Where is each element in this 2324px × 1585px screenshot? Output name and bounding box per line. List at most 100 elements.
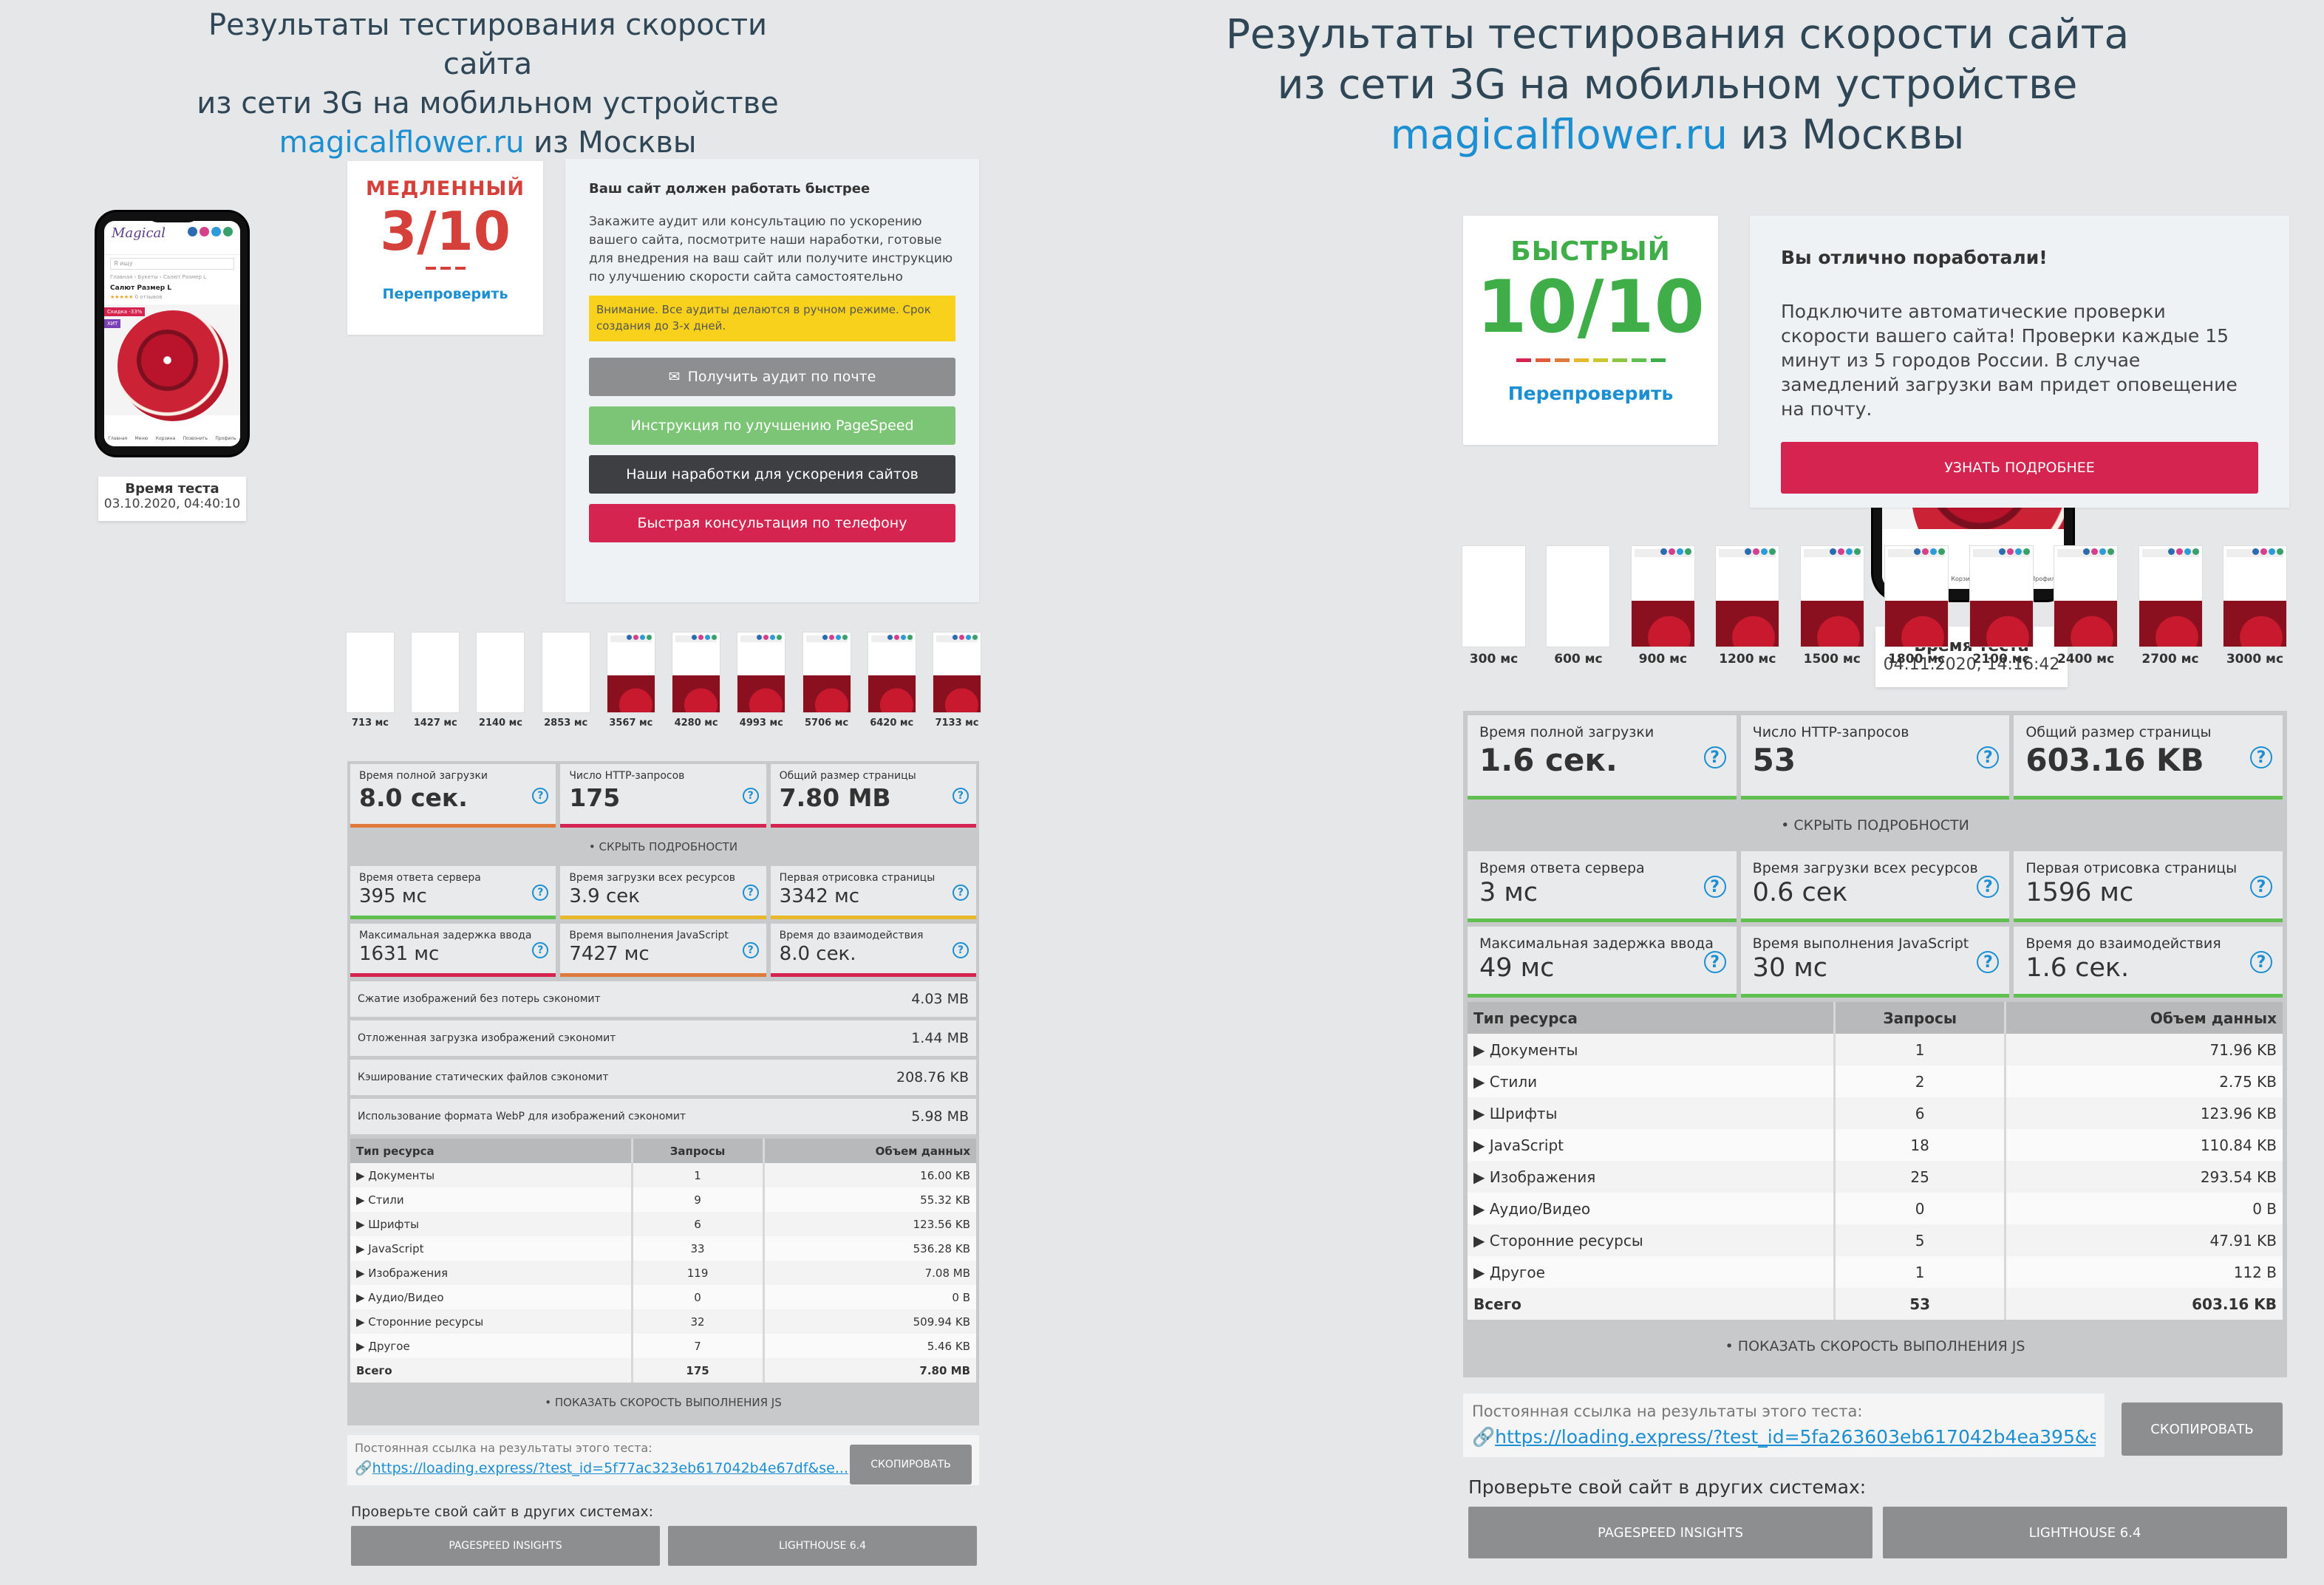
table-cell: 25 — [1834, 1161, 2007, 1193]
help-icon[interactable]: ? — [952, 788, 969, 804]
page-title: Результаты тестирования скорости сайта и… — [1225, 10, 2130, 158]
recommendation-text: Закажите аудит или консультацию по ускор… — [589, 214, 953, 284]
permalink-url[interactable]: https://loading.express/?test_id=5f77ac3… — [372, 1460, 848, 1476]
table-row[interactable]: ▶ Стили 2 2.75 KB — [1468, 1066, 2283, 1097]
frame-preview — [1462, 545, 1526, 647]
help-icon[interactable]: ? — [532, 788, 549, 804]
metric-label: Максимальная задержка ввода — [1479, 935, 1714, 952]
table-cell: 293.54 KB — [2005, 1161, 2283, 1193]
pagespeed-insights-button[interactable]: PAGESPEED INSIGHTS — [351, 1526, 660, 1566]
table-row[interactable]: ▶ Шрифты 6 123.56 KB — [350, 1212, 976, 1236]
copy-button[interactable]: СКОПИРОВАТЬ — [2122, 1402, 2283, 1456]
nav-home[interactable]: Главная — [108, 435, 128, 441]
table-row[interactable]: ▶ Шрифты 6 123.96 KB — [1468, 1097, 2283, 1129]
vk-icon[interactable] — [188, 227, 197, 236]
table-row[interactable]: ▶ Изображения 119 7.08 MB — [350, 1261, 976, 1285]
total-cell: 53 — [1834, 1288, 2007, 1320]
phone-consult-button[interactable]: Быстрая консультация по телефону — [589, 504, 955, 542]
metric-value: 0.6 сек — [1752, 878, 1848, 907]
help-icon[interactable]: ? — [1703, 876, 1726, 898]
table-cell: ▶ Документы — [1468, 1034, 1836, 1066]
hide-details-toggle[interactable]: • СКРЫТЬ ПОДРОБНОСТИ — [350, 828, 976, 866]
help-icon[interactable]: ? — [952, 884, 969, 901]
pagespeed-insights-button[interactable]: PAGESPEED INSIGHTS — [1468, 1507, 1873, 1558]
telegram-icon[interactable] — [211, 227, 221, 236]
help-icon[interactable]: ? — [1977, 951, 2000, 973]
table-total-row: Всего 53 603.16 KB — [1468, 1288, 2283, 1320]
recheck-link[interactable]: Перепроверить — [382, 286, 508, 302]
search-input[interactable]: Я ищу — [110, 258, 234, 270]
metrics-panel: Время полной загрузки 8.0 сек.? Число HTTP… — [347, 761, 979, 1425]
nav-call[interactable]: Позвонить — [183, 435, 208, 441]
table-row[interactable]: ▶ Аудио/Видео 0 0 B — [1468, 1193, 2283, 1224]
site-bottom-nav: Главная Меню Корзина Позвонить Профиль — [104, 430, 240, 446]
nav-profile[interactable]: Профиль — [2031, 575, 2059, 582]
table-row[interactable]: ▶ Аудио/Видео 0 0 B — [350, 1285, 976, 1309]
table-row[interactable]: ▶ Документы 1 16.00 KB — [350, 1163, 976, 1187]
table-cell: ▶ Аудио/Видео — [350, 1285, 633, 1309]
help-icon[interactable]: ? — [1977, 746, 2000, 768]
help-icon[interactable]: ? — [1703, 951, 1726, 973]
help-icon[interactable]: ? — [2250, 951, 2273, 973]
help-icon[interactable]: ? — [2250, 876, 2273, 898]
show-js-toggle[interactable]: • ПОКАЗАТЬ СКОРОСТЬ ВЫПОЛНЕНИЯ JS — [350, 1383, 976, 1422]
show-js-toggle[interactable]: • ПОКАЗАТЬ СКОРОСТЬ ВЫПОЛНЕНИЯ JS — [1468, 1320, 2283, 1373]
help-icon[interactable]: ? — [742, 788, 759, 804]
frame-preview — [411, 632, 460, 713]
link-icon: 🔗 — [1472, 1426, 1496, 1448]
help-icon[interactable]: ? — [1703, 746, 1726, 768]
recommendation-heading: Ваш сайт должен работать быстрее — [589, 181, 870, 197]
table-row[interactable]: ▶ Документы 1 71.96 KB — [1468, 1034, 2283, 1066]
nav-cart[interactable]: Корзина — [1951, 575, 1977, 582]
help-icon[interactable]: ? — [1977, 876, 2000, 898]
frame-time: 2400 мс — [2056, 652, 2115, 667]
hit-badge: ХИТ — [104, 319, 121, 328]
nav-menu[interactable]: Меню — [134, 435, 149, 441]
nav-cart[interactable]: Корзина — [155, 435, 176, 441]
copy-button[interactable]: СКОПИРОВАТЬ — [850, 1445, 972, 1485]
help-icon[interactable]: ? — [532, 942, 549, 958]
table-row[interactable]: ▶ JavaScript 33 536.28 KB — [350, 1236, 976, 1261]
instagram-icon[interactable] — [200, 227, 209, 236]
lighthouse-button[interactable]: LIGHTHOUSE 6.4 — [1883, 1507, 2287, 1558]
pagespeed-guide-button[interactable]: Инструкция по улучшению PageSpeed — [589, 406, 955, 445]
total-cell: 7.80 MB — [763, 1358, 976, 1383]
score-label: МЕДЛЕННЫЙ — [366, 177, 525, 200]
metrics-detail-row: Максимальная задержка ввода 49 мс? Время в… — [1468, 927, 2283, 998]
table-row[interactable]: ▶ Стили 9 55.32 KB — [350, 1187, 976, 1212]
frame-time: 2853 мс — [544, 717, 588, 729]
help-icon[interactable]: ? — [742, 884, 759, 901]
recheck-link[interactable]: Перепроверить — [1507, 383, 1674, 404]
table-row[interactable]: ▶ Сторонние ресурсы 32 509.94 KB — [350, 1309, 976, 1334]
hide-details-toggle[interactable]: • СКРЫТЬ ПОДРОБНОСТИ — [1468, 800, 2283, 851]
phone-mockup: Magical Я ищу Главная › Букеты › Салют Р… — [95, 210, 250, 457]
table-cell: 0 — [1834, 1193, 2007, 1224]
table-row[interactable]: ▶ Другое 1 112 B — [1468, 1256, 2283, 1288]
metric-label: Число HTTP-запросов — [569, 770, 685, 782]
table-row[interactable]: ▶ Другое 7 5.46 KB — [350, 1334, 976, 1358]
table-cell: 5 — [1834, 1224, 2007, 1256]
column-header: Запросы — [1834, 1002, 2007, 1034]
get-audit-button[interactable]: ✉ Получить аудит по почте — [589, 358, 955, 396]
table-cell: 1 — [1834, 1034, 2007, 1066]
our-works-button[interactable]: Наши наработки для ускорения сайтов — [589, 455, 955, 494]
table-row[interactable]: ▶ Сторонние ресурсы 5 47.91 KB — [1468, 1224, 2283, 1256]
table-row[interactable]: ▶ Изображения 25 293.54 KB — [1468, 1161, 2283, 1193]
lighthouse-button[interactable]: LIGHTHOUSE 6.4 — [668, 1526, 977, 1566]
help-icon[interactable]: ? — [2250, 746, 2273, 768]
table-row[interactable]: ▶ JavaScript 18 110.84 KB — [1468, 1129, 2283, 1161]
learn-more-button[interactable]: УЗНАТЬ ПОДРОБНЕЕ — [1781, 442, 2258, 494]
whatsapp-icon[interactable] — [223, 227, 233, 236]
permalink-url[interactable]: https://loading.express/?test_id=5fa2636… — [1495, 1426, 2096, 1448]
site-link[interactable]: magicalflower.ru — [279, 126, 525, 160]
help-icon[interactable]: ? — [742, 942, 759, 958]
metric-cell: Первая отрисовка страницы 1596 мс? — [2014, 851, 2283, 922]
metric-cell: Время до взаимодействия 1.6 сек.? — [2014, 927, 2283, 998]
metrics-panel: Время полной загрузки 1.6 сек.? Число HTTP… — [1463, 711, 2287, 1377]
nav-profile[interactable]: Профиль — [215, 435, 236, 441]
help-icon[interactable]: ? — [952, 942, 969, 958]
help-icon[interactable]: ? — [532, 884, 549, 901]
site-link[interactable]: magicalflower.ru — [1390, 111, 1728, 158]
filmstrip-frame: 2100 мс — [1969, 545, 2034, 667]
total-cell: Всего — [1468, 1288, 1836, 1320]
